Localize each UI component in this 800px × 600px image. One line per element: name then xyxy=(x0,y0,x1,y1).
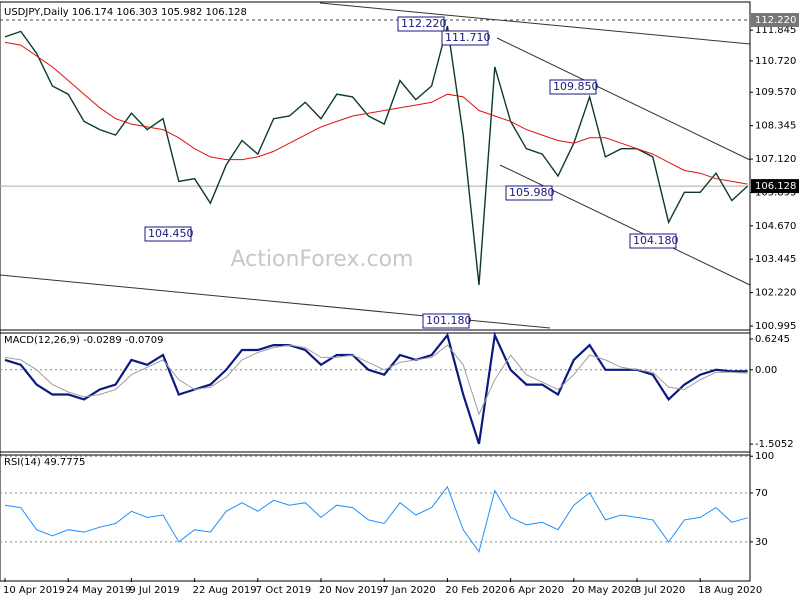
annotation-box xyxy=(629,233,677,249)
annotation: 104.450 xyxy=(148,227,194,240)
y-tick-label: 102.220 xyxy=(755,288,796,299)
annotation: 104.180 xyxy=(633,234,679,247)
y-tick-label: 0.00 xyxy=(755,365,777,376)
panel-title: MACD(12,26,9) -0.0289 -0.0709 xyxy=(4,335,164,346)
annotation: 109.850 xyxy=(553,80,599,93)
level-label: 112.220 xyxy=(755,15,796,26)
annotation: 105.980 xyxy=(509,186,555,199)
x-tick-label: 10 Apr 2019 xyxy=(3,585,65,596)
y-tick-label: 30 xyxy=(755,537,768,548)
panel-title: RSI(14) 49.7775 xyxy=(4,457,85,468)
y-tick-label: 100.995 xyxy=(755,321,796,332)
price-label: 106.128 xyxy=(755,181,796,192)
trend-line xyxy=(499,164,751,286)
x-tick-label: 24 May 2019 xyxy=(66,585,131,596)
panel-frame xyxy=(0,329,751,456)
panel-frame xyxy=(0,1,751,334)
watermark: ActionForex.com xyxy=(231,247,414,272)
y-tick-label: 107.120 xyxy=(755,154,796,165)
annotation: 111.710 xyxy=(445,31,491,44)
y-tick-label: 104.670 xyxy=(755,221,796,232)
series-line xyxy=(4,485,748,553)
price-box xyxy=(751,179,799,194)
annotation: 101.180 xyxy=(426,314,472,327)
series-line xyxy=(4,41,748,185)
x-tick-label: 3 Jul 2020 xyxy=(635,585,685,596)
x-tick-label: 22 Aug 2019 xyxy=(193,585,257,596)
x-tick-label: 7 Oct 2019 xyxy=(256,585,311,596)
trend-line xyxy=(319,2,751,45)
y-tick-label: 100 xyxy=(755,451,774,462)
annotation-box xyxy=(144,226,192,242)
level-box xyxy=(751,12,799,27)
annotation-box xyxy=(505,185,553,201)
series-line xyxy=(4,25,749,286)
y-tick-label: 110.720 xyxy=(755,56,796,67)
annotation: 112.220 xyxy=(401,17,447,30)
y-tick-label: 109.570 xyxy=(755,87,796,98)
panel-title: USDJPY,Daily 106.174 106.303 105.982 106… xyxy=(4,7,247,18)
annotation-box xyxy=(422,313,470,329)
x-tick-label: 7 Jan 2020 xyxy=(382,585,436,596)
y-tick-label: 70 xyxy=(755,488,768,499)
panel-frame xyxy=(0,451,751,582)
annotation-box xyxy=(441,30,489,46)
series-line xyxy=(4,344,748,416)
x-tick-label: 18 Aug 2020 xyxy=(698,585,762,596)
y-tick-label: 103.445 xyxy=(755,254,796,265)
annotation-box xyxy=(397,16,445,32)
annotation-box xyxy=(549,79,597,95)
y-tick-label: 0.6245 xyxy=(755,334,790,345)
x-tick-label: 20 May 2020 xyxy=(572,585,637,596)
x-tick-label: 20 Feb 2020 xyxy=(445,585,507,596)
x-tick-label: 20 Nov 2019 xyxy=(319,585,383,596)
y-tick-label: 111.845 xyxy=(755,25,796,36)
x-tick-label: 6 Apr 2020 xyxy=(509,585,564,596)
x-tick-label: 9 Jul 2019 xyxy=(129,585,179,596)
trend-line xyxy=(496,37,751,161)
series-line xyxy=(4,331,748,445)
y-tick-label: -1.5052 xyxy=(755,439,794,450)
y-tick-label: 108.345 xyxy=(755,121,796,132)
